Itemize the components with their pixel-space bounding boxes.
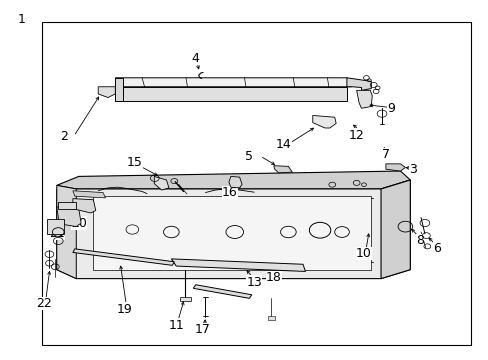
Polygon shape [58, 202, 76, 209]
Text: 16: 16 [222, 186, 237, 199]
Polygon shape [57, 185, 76, 279]
Text: 14: 14 [275, 138, 291, 150]
Polygon shape [57, 207, 81, 226]
Text: 11: 11 [168, 319, 184, 332]
Text: 18: 18 [265, 271, 281, 284]
Text: 2: 2 [60, 130, 68, 144]
Polygon shape [273, 166, 292, 173]
Text: 21: 21 [49, 226, 64, 239]
Polygon shape [73, 191, 105, 198]
Polygon shape [73, 249, 174, 265]
Polygon shape [180, 297, 190, 301]
Text: 3: 3 [408, 163, 416, 176]
Polygon shape [312, 116, 335, 128]
Polygon shape [93, 196, 370, 270]
Polygon shape [193, 285, 251, 298]
Text: 1: 1 [18, 13, 25, 26]
Polygon shape [171, 259, 305, 271]
Text: 7: 7 [381, 148, 389, 161]
Polygon shape [115, 87, 346, 101]
Polygon shape [73, 199, 96, 213]
Text: 4: 4 [191, 51, 199, 64]
Polygon shape [115, 78, 122, 101]
Polygon shape [47, 220, 64, 234]
Text: 13: 13 [246, 276, 262, 289]
Text: 22: 22 [36, 297, 51, 310]
Polygon shape [98, 87, 115, 98]
Polygon shape [385, 164, 405, 171]
Text: 6: 6 [432, 242, 440, 255]
Text: 19: 19 [117, 303, 133, 316]
Text: 20: 20 [71, 216, 86, 230]
Polygon shape [380, 180, 409, 279]
Text: 15: 15 [126, 156, 142, 168]
Polygon shape [57, 171, 409, 189]
Text: 12: 12 [348, 129, 364, 142]
Polygon shape [154, 176, 168, 190]
Text: 17: 17 [195, 323, 210, 336]
Text: 8: 8 [415, 234, 423, 247]
Polygon shape [115, 78, 351, 87]
Text: 9: 9 [386, 102, 394, 115]
Bar [42, 22, 470, 345]
Polygon shape [267, 316, 275, 320]
Polygon shape [57, 180, 409, 279]
Polygon shape [228, 176, 242, 188]
Text: 10: 10 [355, 247, 371, 260]
Polygon shape [346, 78, 370, 90]
Text: 5: 5 [245, 150, 253, 163]
Polygon shape [356, 90, 371, 108]
